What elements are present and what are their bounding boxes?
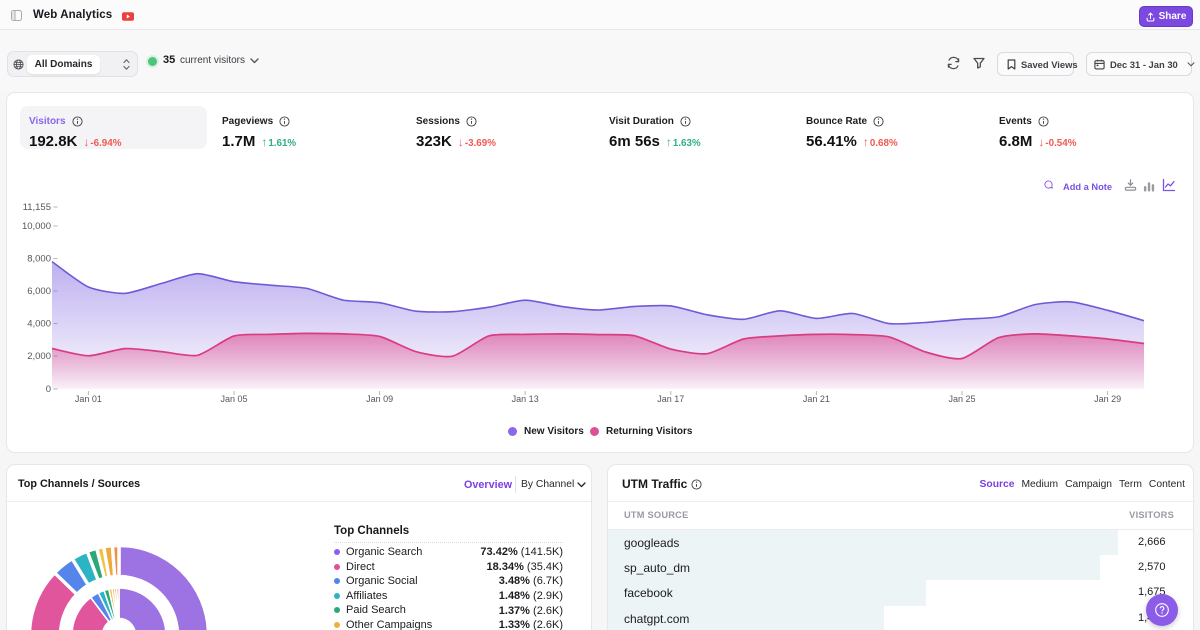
svg-text:4,000: 4,000	[27, 319, 51, 330]
svg-text:6,000: 6,000	[27, 286, 51, 297]
svg-text:10,000: 10,000	[22, 221, 51, 232]
svg-text:8,000: 8,000	[27, 254, 51, 265]
svg-text:Jan 25: Jan 25	[948, 394, 975, 404]
svg-text:Jan 21: Jan 21	[803, 394, 830, 404]
svg-text:Jan 05: Jan 05	[220, 394, 247, 404]
svg-text:2,000: 2,000	[27, 351, 51, 362]
svg-text:Jan 29: Jan 29	[1094, 394, 1121, 404]
svg-text:11,155: 11,155	[23, 202, 51, 213]
svg-text:Jan 01: Jan 01	[75, 394, 102, 404]
svg-text:Jan 17: Jan 17	[657, 394, 684, 404]
svg-text:0: 0	[46, 384, 51, 395]
svg-text:Jan 09: Jan 09	[366, 394, 393, 404]
svg-text:Jan 13: Jan 13	[512, 394, 539, 404]
